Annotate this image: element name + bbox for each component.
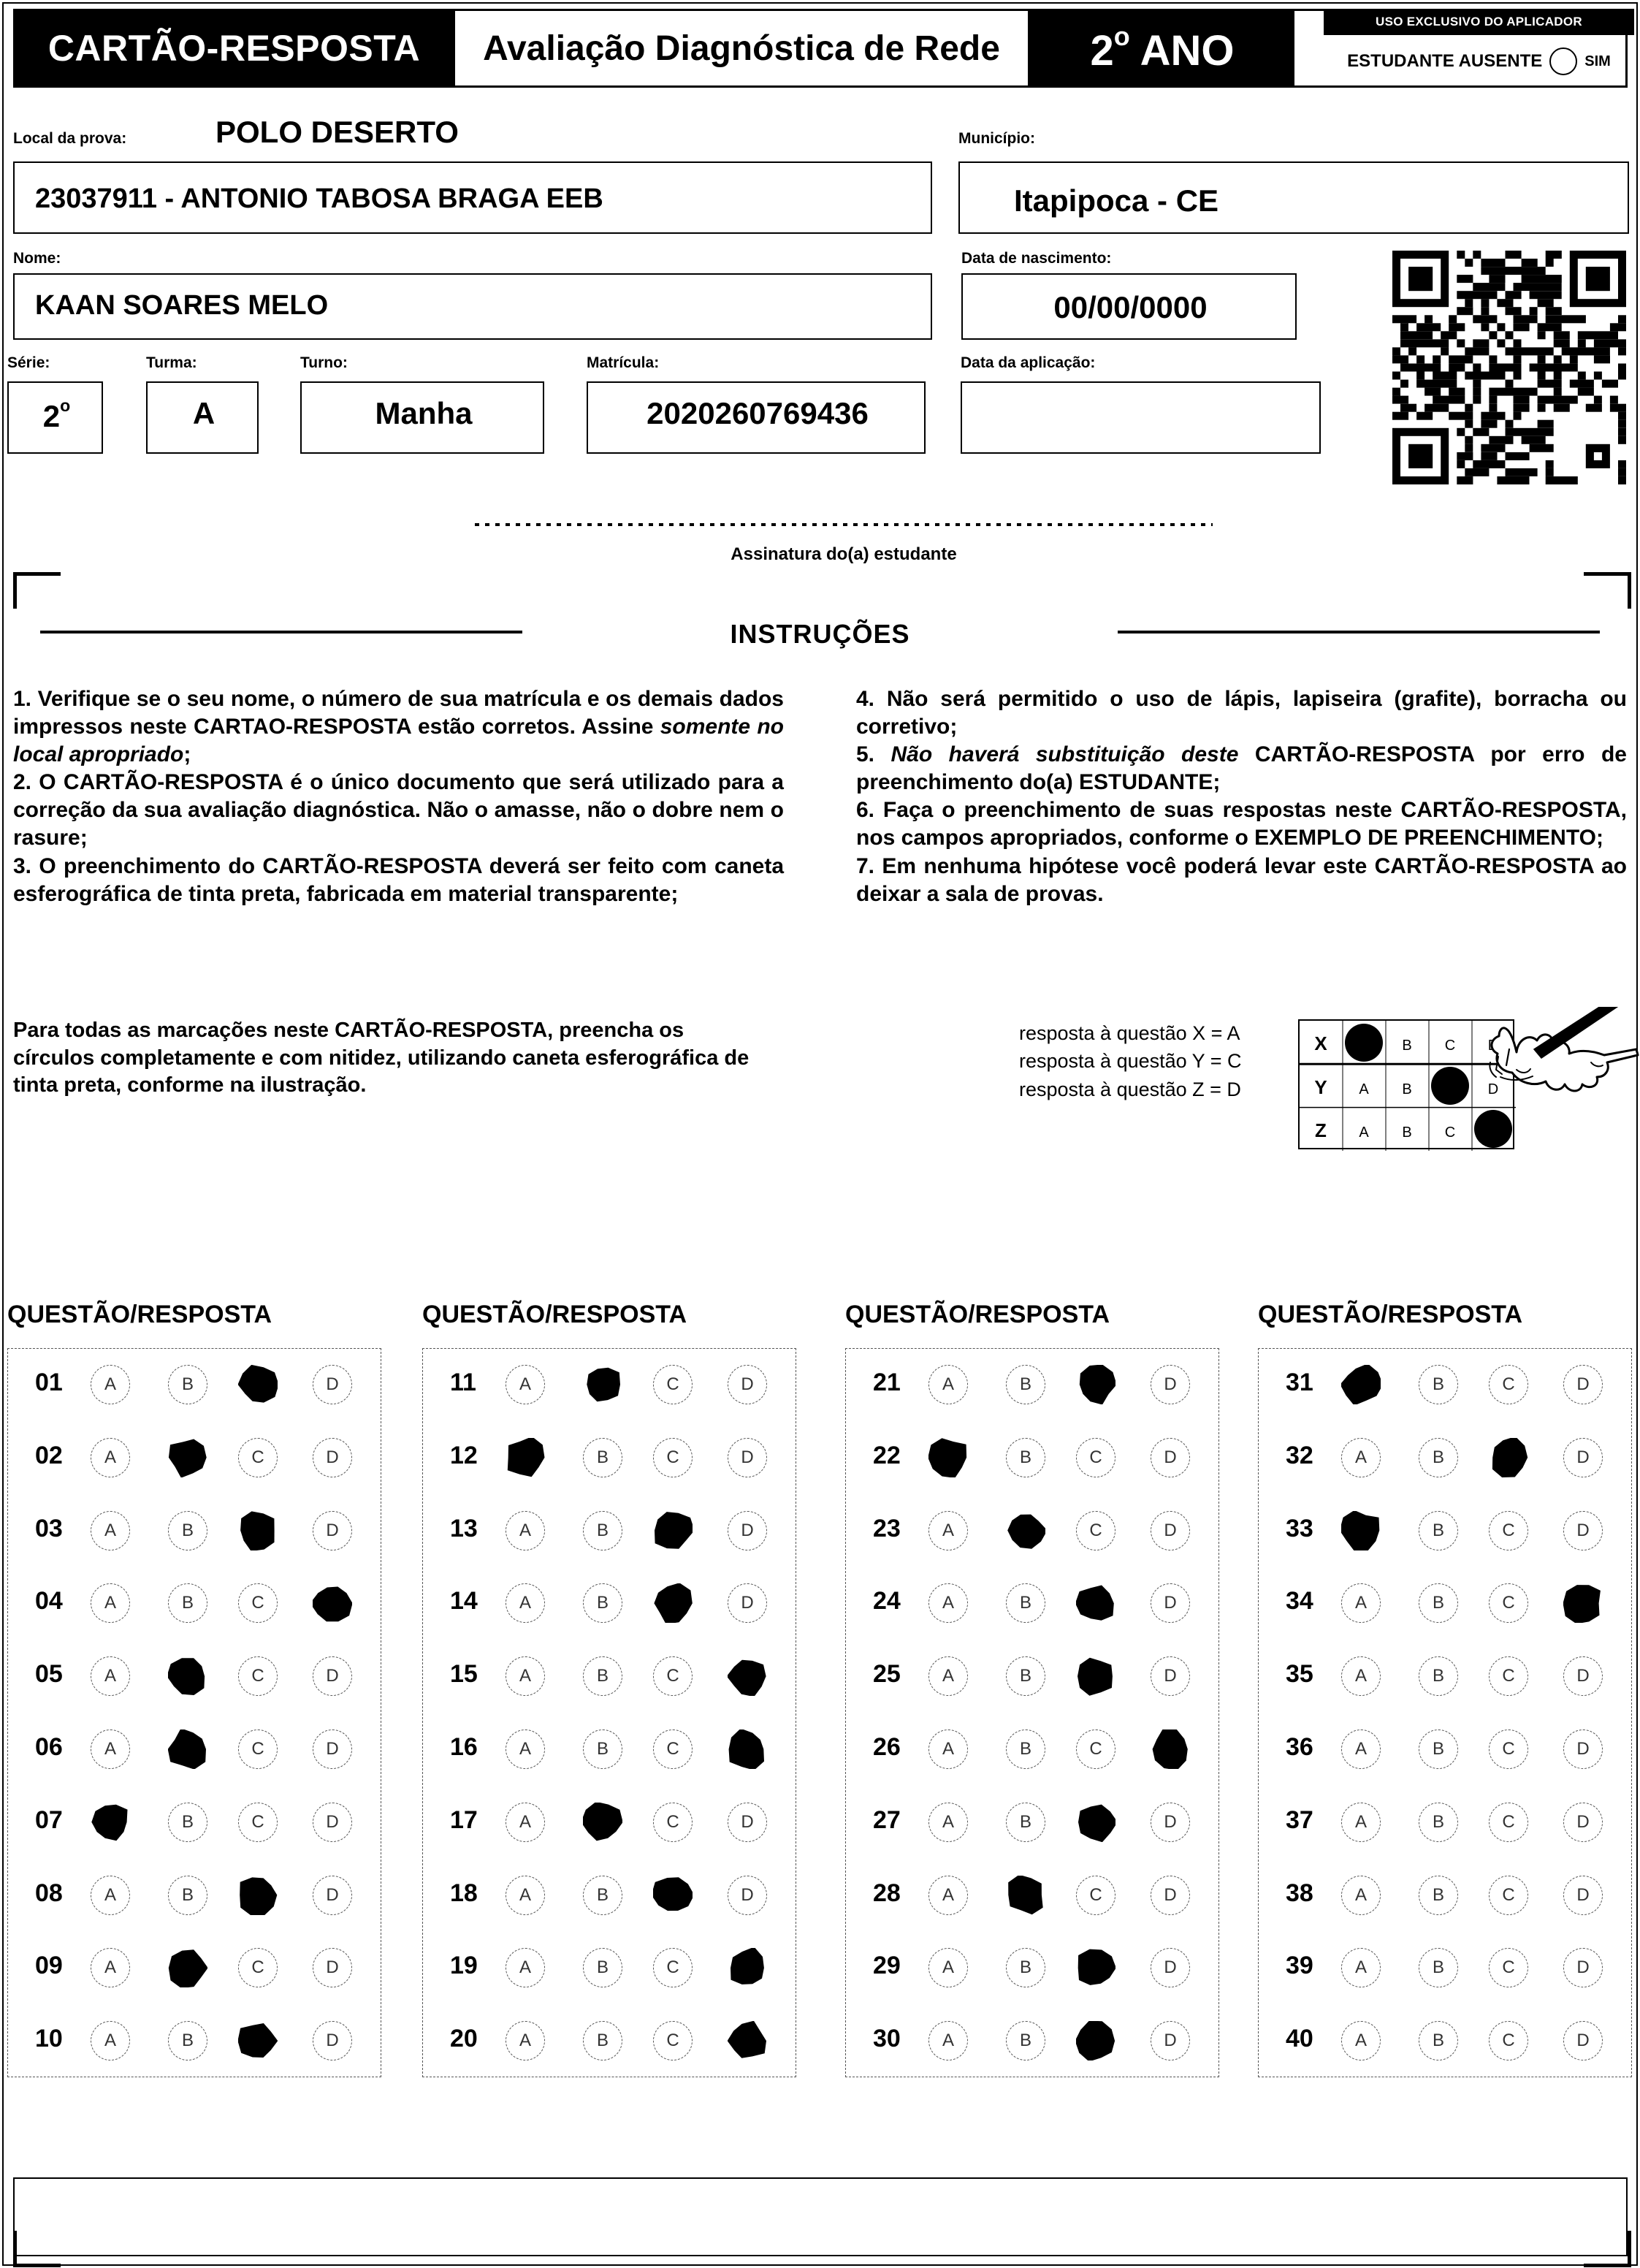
svg-text:A: A	[1359, 1081, 1369, 1097]
svg-text:Y: Y	[1314, 1076, 1327, 1098]
svg-text:B: B	[1402, 1125, 1411, 1141]
svg-text:X: X	[1314, 1032, 1327, 1054]
svg-text:Z: Z	[1315, 1119, 1327, 1141]
svg-text:C: C	[1445, 1125, 1455, 1141]
svg-text:B: B	[1402, 1081, 1411, 1097]
svg-text:B: B	[1402, 1038, 1411, 1054]
svg-text:A: A	[1359, 1125, 1369, 1141]
svg-text:C: C	[1445, 1038, 1455, 1054]
